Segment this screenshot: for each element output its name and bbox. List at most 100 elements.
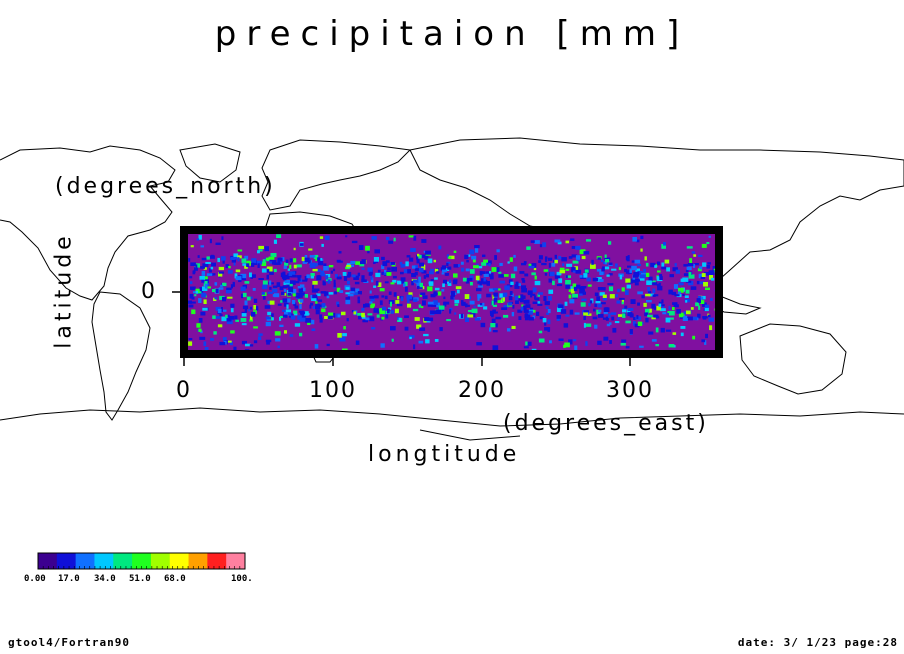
precip-cell [299,299,304,303]
precip-cell [300,284,305,288]
precip-cell [435,309,442,315]
precip-cell [433,291,437,297]
precip-cell [564,342,570,348]
precip-cell [419,327,426,331]
precip-cell [319,314,323,319]
precip-cell [382,261,388,267]
precip-cell [508,279,513,284]
precip-cell [631,260,637,263]
precip-cell [381,256,385,261]
precip-cell [680,326,686,329]
precip-cell [310,319,315,325]
precip-cell [371,236,377,240]
precip-cell [398,317,401,322]
precip-cell [599,292,605,296]
precip-cell [425,339,430,344]
precip-cell [592,316,598,320]
precip-cell [489,288,495,292]
precip-cell [708,270,715,275]
precip-cell [631,278,637,283]
precip-cell [625,290,629,295]
precip-cell [616,317,620,320]
precip-cell [235,269,241,273]
precip-cell [281,257,285,262]
precip-cell [355,288,360,294]
precip-cell [193,269,196,273]
precip-cell [404,281,408,286]
precip-cell [494,267,500,272]
precip-cell [661,244,666,249]
precip-cell [210,266,214,270]
precip-cell [537,301,541,304]
precip-cell [547,327,550,332]
precip-cell [513,254,516,258]
precip-cell [206,256,210,260]
precip-cell [400,277,406,282]
precip-cell [556,271,562,276]
precip-cell [416,254,419,260]
precip-cell [349,291,355,294]
precip-cell [336,276,342,280]
precip-cell [280,315,285,318]
precip-cell [480,322,486,328]
precip-cell [619,297,625,300]
precip-cell [217,324,223,328]
precip-cell [418,304,422,308]
precip-cell [277,303,282,306]
precip-cell [387,308,390,314]
precip-cell [492,294,496,300]
precip-cell [532,287,537,293]
precip-cell [358,315,362,320]
precip-cell [668,344,675,348]
precip-cell [214,282,218,286]
precip-cell [621,298,624,303]
precip-cell [658,303,662,307]
precip-cell [241,313,247,317]
precip-cell [206,286,211,289]
precip-cell [678,312,685,318]
precip-cell [682,317,688,321]
precip-cell [293,264,297,269]
precip-cell [441,265,447,269]
precip-cell [357,291,362,295]
precip-cell [244,281,250,284]
precip-cell [370,275,373,280]
precip-cell [558,278,563,283]
precip-cell [450,296,454,300]
precip-cell [295,280,300,284]
precip-cell [310,273,315,277]
precip-cell [421,306,424,309]
precip-cell [258,245,264,250]
precip-cell [708,317,714,322]
precip-cell [464,317,469,322]
precip-cell [296,275,302,278]
precip-cell [305,318,312,323]
precip-cell [583,315,586,320]
precip-cell [417,285,423,289]
precip-cell [204,281,208,285]
precip-cell [593,308,596,312]
precip-cell [658,274,663,277]
precip-cell [375,272,381,278]
precip-cell [414,265,418,270]
precip-cell [701,273,706,277]
precip-cell [467,314,474,318]
precip-cell [618,267,621,271]
precip-cell [412,308,419,312]
colorbar-swatch [132,553,152,569]
precip-cell [320,272,325,277]
precip-cell [384,295,388,300]
precip-cell [274,293,280,298]
precip-cell [299,317,306,322]
precip-cell [336,259,341,263]
precip-cell [528,310,533,315]
precip-cell [333,312,336,318]
precip-cell [700,296,704,300]
precip-cell [641,272,646,275]
precip-cell [377,269,381,273]
precip-cell [231,258,236,263]
precip-cell [538,255,543,260]
precip-cell [565,268,570,271]
precip-cell [442,283,445,288]
precip-cell [235,319,239,322]
